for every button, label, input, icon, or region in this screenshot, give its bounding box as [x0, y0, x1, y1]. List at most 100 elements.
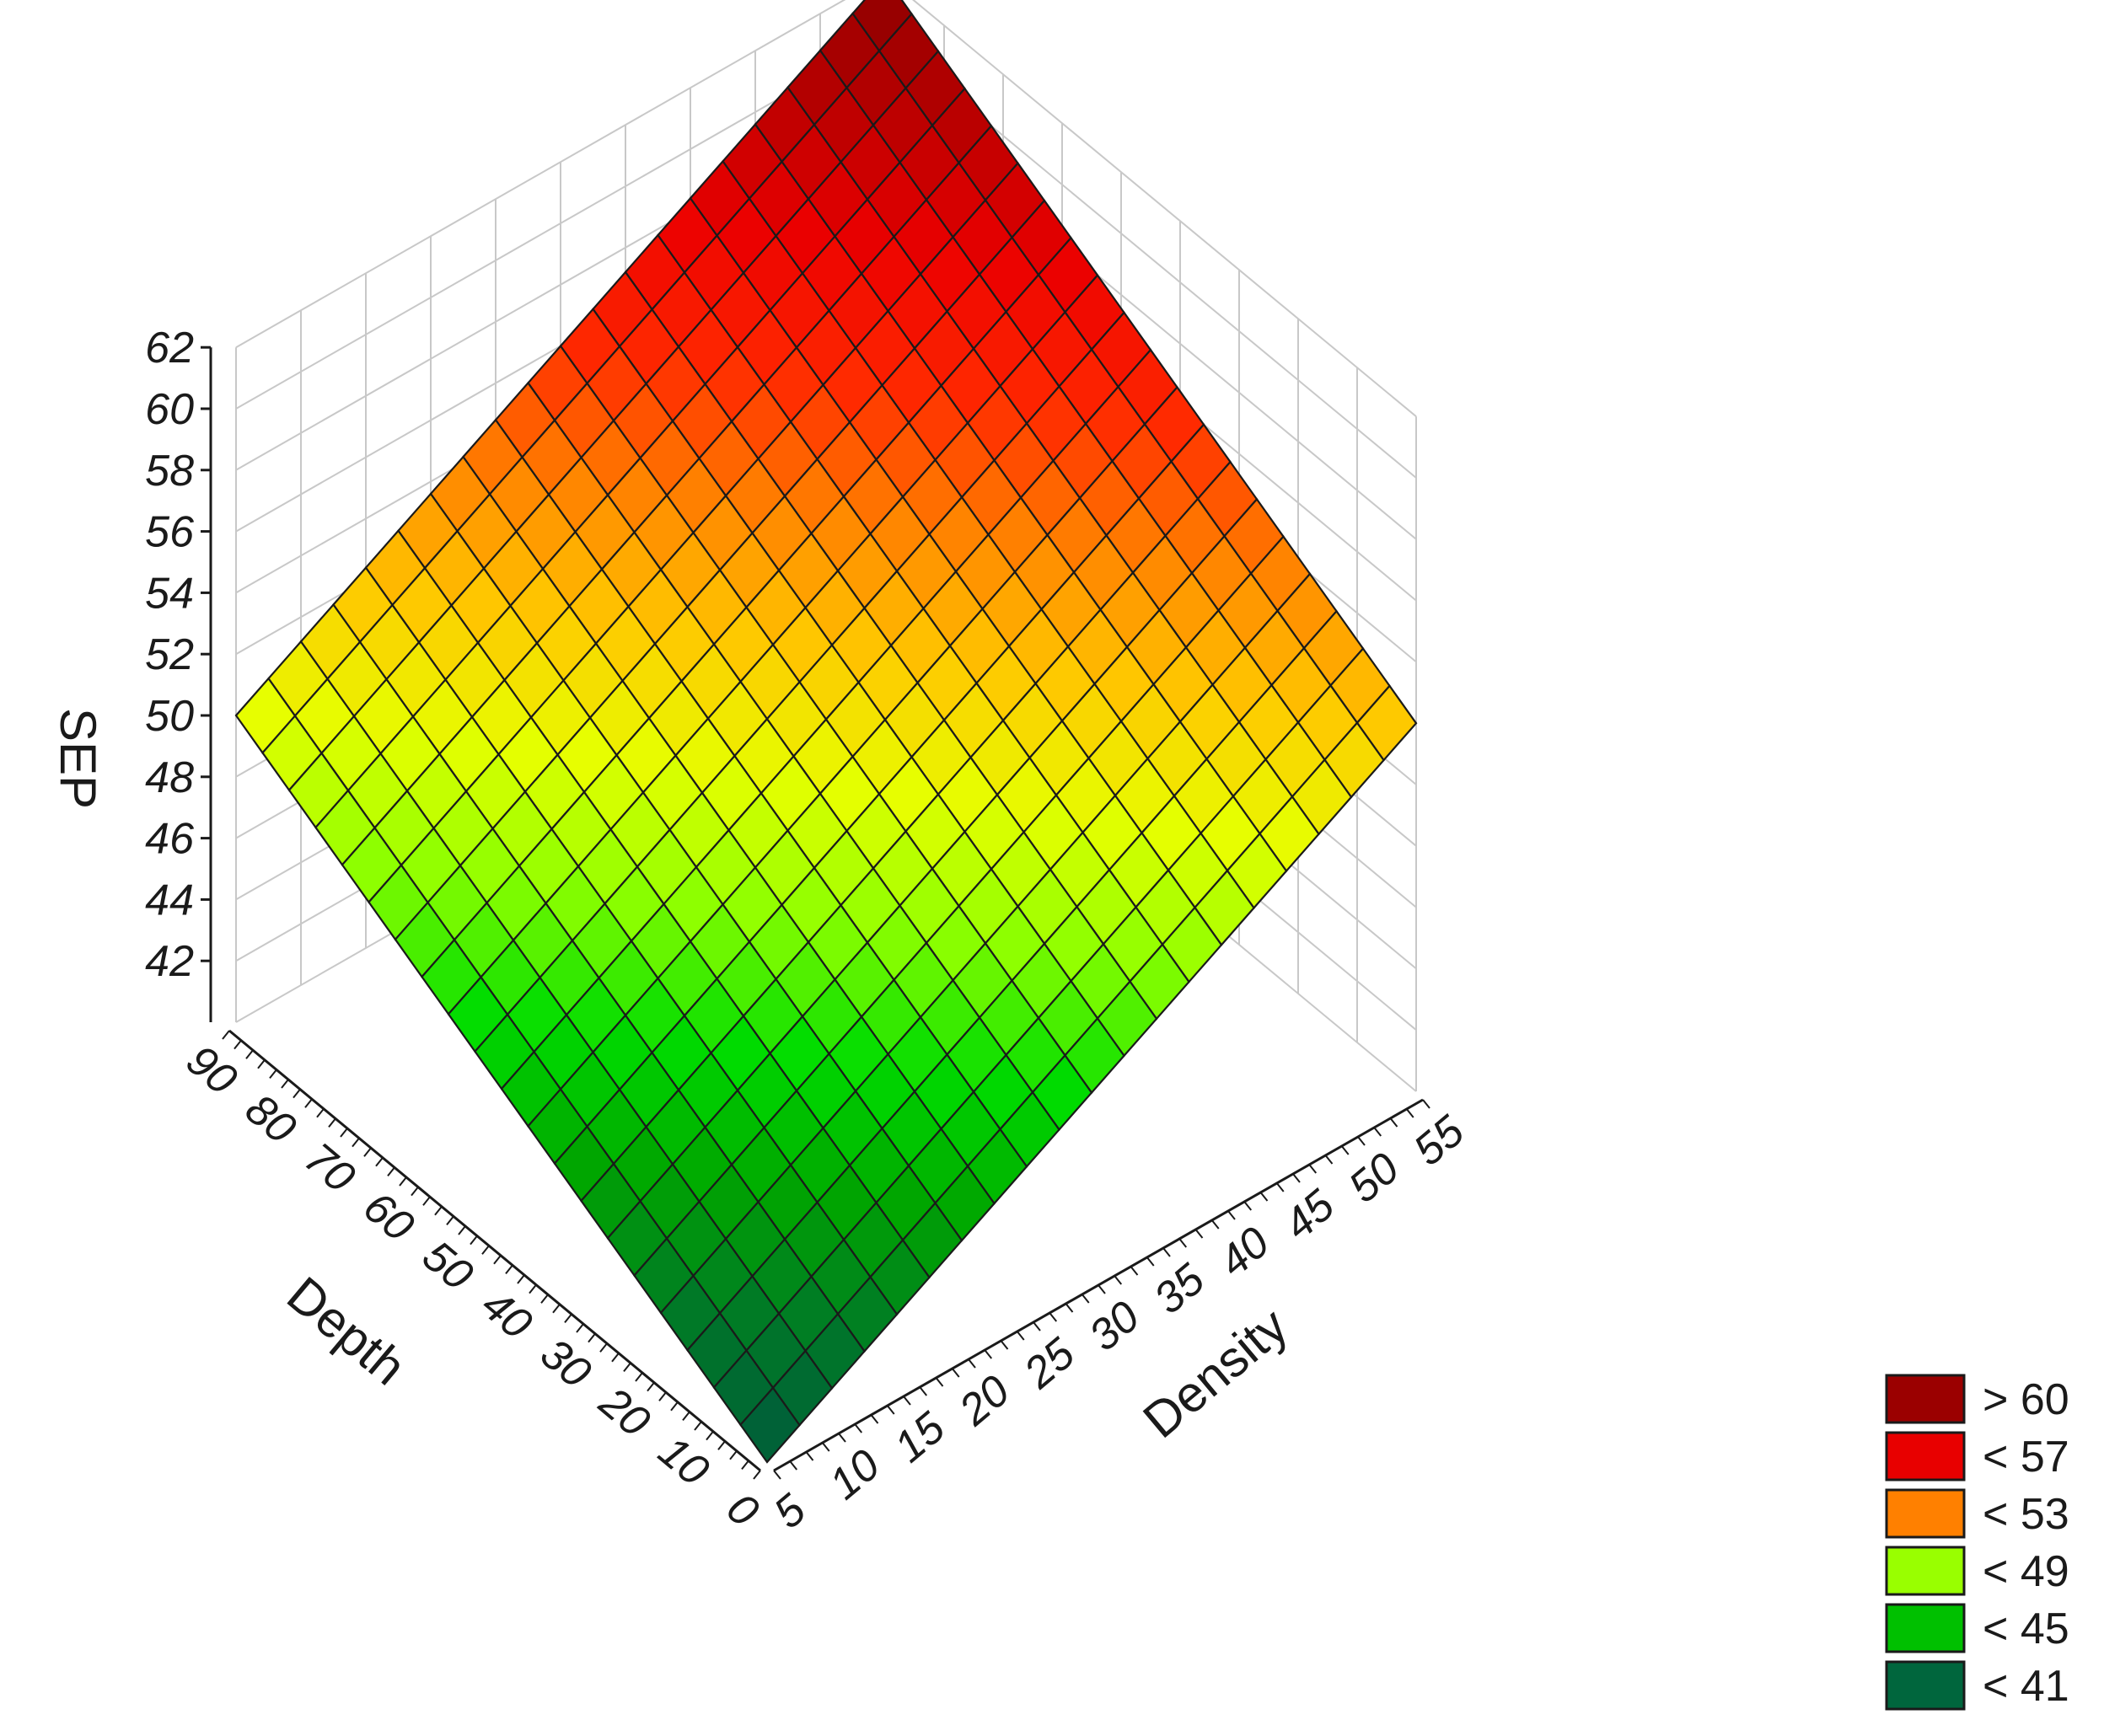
density-minor-tick: [1065, 1303, 1074, 1313]
depth-minor-tick: [363, 1147, 372, 1157]
density-minor-tick: [1292, 1173, 1301, 1183]
legend-swatch: [1885, 1431, 1966, 1481]
density-tick-label: 45: [1275, 1180, 1344, 1249]
density-tick-label: 10: [820, 1440, 889, 1509]
density-minor-tick: [1081, 1294, 1090, 1304]
depth-minor-tick: [729, 1450, 738, 1460]
density-minor-tick: [1146, 1256, 1155, 1267]
density-minor-tick: [1210, 1219, 1220, 1230]
depth-minor-tick: [694, 1421, 702, 1431]
depth-tick-label: 20: [589, 1378, 658, 1447]
depth-minor-tick: [446, 1215, 454, 1226]
depth-minor-tick: [316, 1108, 325, 1118]
density-minor-tick: [886, 1405, 895, 1415]
legend-swatch: [1885, 1603, 1966, 1653]
legend-swatch: [1885, 1488, 1966, 1539]
depth-minor-tick: [375, 1157, 384, 1167]
depth-minor-tick: [717, 1440, 726, 1450]
depth-minor-tick: [411, 1186, 419, 1197]
legend-swatch: [1885, 1546, 1966, 1596]
density-minor-tick: [968, 1358, 976, 1369]
density-minor-tick: [1114, 1275, 1123, 1285]
legend-label: > 60: [1983, 1375, 2069, 1424]
depth-minor-tick: [458, 1225, 466, 1235]
y-axis-title: Depth: [276, 1266, 416, 1396]
depth-tick-label: 0: [717, 1483, 767, 1536]
depth-minor-tick: [399, 1176, 407, 1187]
depth-minor-tick: [493, 1255, 502, 1265]
density-minor-tick: [1049, 1312, 1058, 1322]
z-tick-label: 62: [145, 324, 194, 372]
density-minor-tick: [1016, 1331, 1025, 1341]
depth-minor-tick: [505, 1264, 513, 1275]
depth-minor-tick: [222, 1030, 230, 1040]
depth-minor-tick: [328, 1117, 336, 1128]
z-tick-label: 46: [145, 815, 194, 864]
z-tick-label: 50: [145, 692, 194, 741]
density-minor-tick: [789, 1460, 798, 1471]
density-minor-tick: [951, 1368, 960, 1378]
density-minor-tick: [1422, 1099, 1430, 1109]
density-minor-tick: [1033, 1321, 1041, 1331]
depth-minor-tick: [753, 1470, 761, 1480]
z-tick-label: 44: [145, 876, 194, 924]
depth-minor-tick: [233, 1039, 242, 1050]
legend: > 60 < 57 < 53 < 49 < 45 < 41: [1885, 1374, 2069, 1711]
depth-minor-tick: [576, 1323, 584, 1333]
depth-minor-tick: [706, 1430, 714, 1441]
z-tick-label: 56: [145, 508, 194, 557]
density-minor-tick: [1000, 1340, 1009, 1350]
density-tick-label: 35: [1145, 1254, 1214, 1323]
density-minor-tick: [854, 1423, 863, 1433]
legend-label: < 57: [1983, 1433, 2069, 1481]
depth-minor-tick: [588, 1332, 596, 1343]
depth-axis-line: [228, 1029, 761, 1472]
density-minor-tick: [1275, 1182, 1285, 1192]
density-minor-tick: [935, 1377, 944, 1387]
density-minor-tick: [1227, 1210, 1236, 1220]
z-tick-label: 48: [145, 753, 194, 802]
depth-minor-tick: [564, 1313, 572, 1324]
depth-minor-tick: [470, 1235, 478, 1246]
density-minor-tick: [838, 1433, 846, 1443]
density-minor-tick: [1194, 1229, 1204, 1239]
density-minor-tick: [1373, 1127, 1382, 1137]
legend-label: < 45: [1983, 1605, 2069, 1653]
legend-swatch: [1885, 1374, 1966, 1424]
density-tick-label: 30: [1080, 1292, 1149, 1361]
response-surface: [234, 0, 1418, 1464]
legend-label: < 49: [1983, 1547, 2069, 1596]
density-tick-label: 55: [1404, 1106, 1473, 1175]
depth-minor-tick: [304, 1098, 313, 1108]
depth-minor-tick: [434, 1206, 443, 1216]
z-tick-label: 60: [145, 385, 194, 434]
density-minor-tick: [1389, 1117, 1398, 1128]
density-tick-label: 25: [1015, 1328, 1085, 1398]
density-tick-label: 5: [765, 1485, 815, 1539]
depth-minor-tick: [352, 1137, 360, 1148]
density-minor-tick: [821, 1442, 830, 1452]
density-minor-tick: [1259, 1192, 1269, 1202]
depth-minor-tick: [635, 1372, 643, 1382]
depth-minor-tick: [647, 1381, 655, 1392]
depth-minor-tick: [257, 1059, 266, 1069]
depth-minor-tick: [481, 1245, 490, 1255]
density-minor-tick: [773, 1470, 781, 1480]
density-minor-tick: [984, 1349, 993, 1359]
density-minor-tick: [903, 1396, 911, 1406]
density-minor-tick: [1308, 1164, 1318, 1174]
depth-minor-tick: [529, 1283, 537, 1294]
z-tick-label: 58: [145, 447, 194, 496]
z-axis-title: SEP: [50, 708, 106, 809]
density-minor-tick: [1130, 1266, 1139, 1276]
depth-minor-tick: [670, 1401, 679, 1412]
density-minor-tick: [1098, 1284, 1106, 1294]
density-minor-tick: [1178, 1238, 1188, 1248]
legend-swatch: [1885, 1660, 1966, 1711]
density-minor-tick: [1405, 1108, 1414, 1118]
legend-label: < 41: [1983, 1662, 2069, 1711]
depth-minor-tick: [741, 1460, 749, 1471]
density-minor-tick: [1162, 1247, 1171, 1257]
density-minor-tick: [1243, 1201, 1253, 1211]
